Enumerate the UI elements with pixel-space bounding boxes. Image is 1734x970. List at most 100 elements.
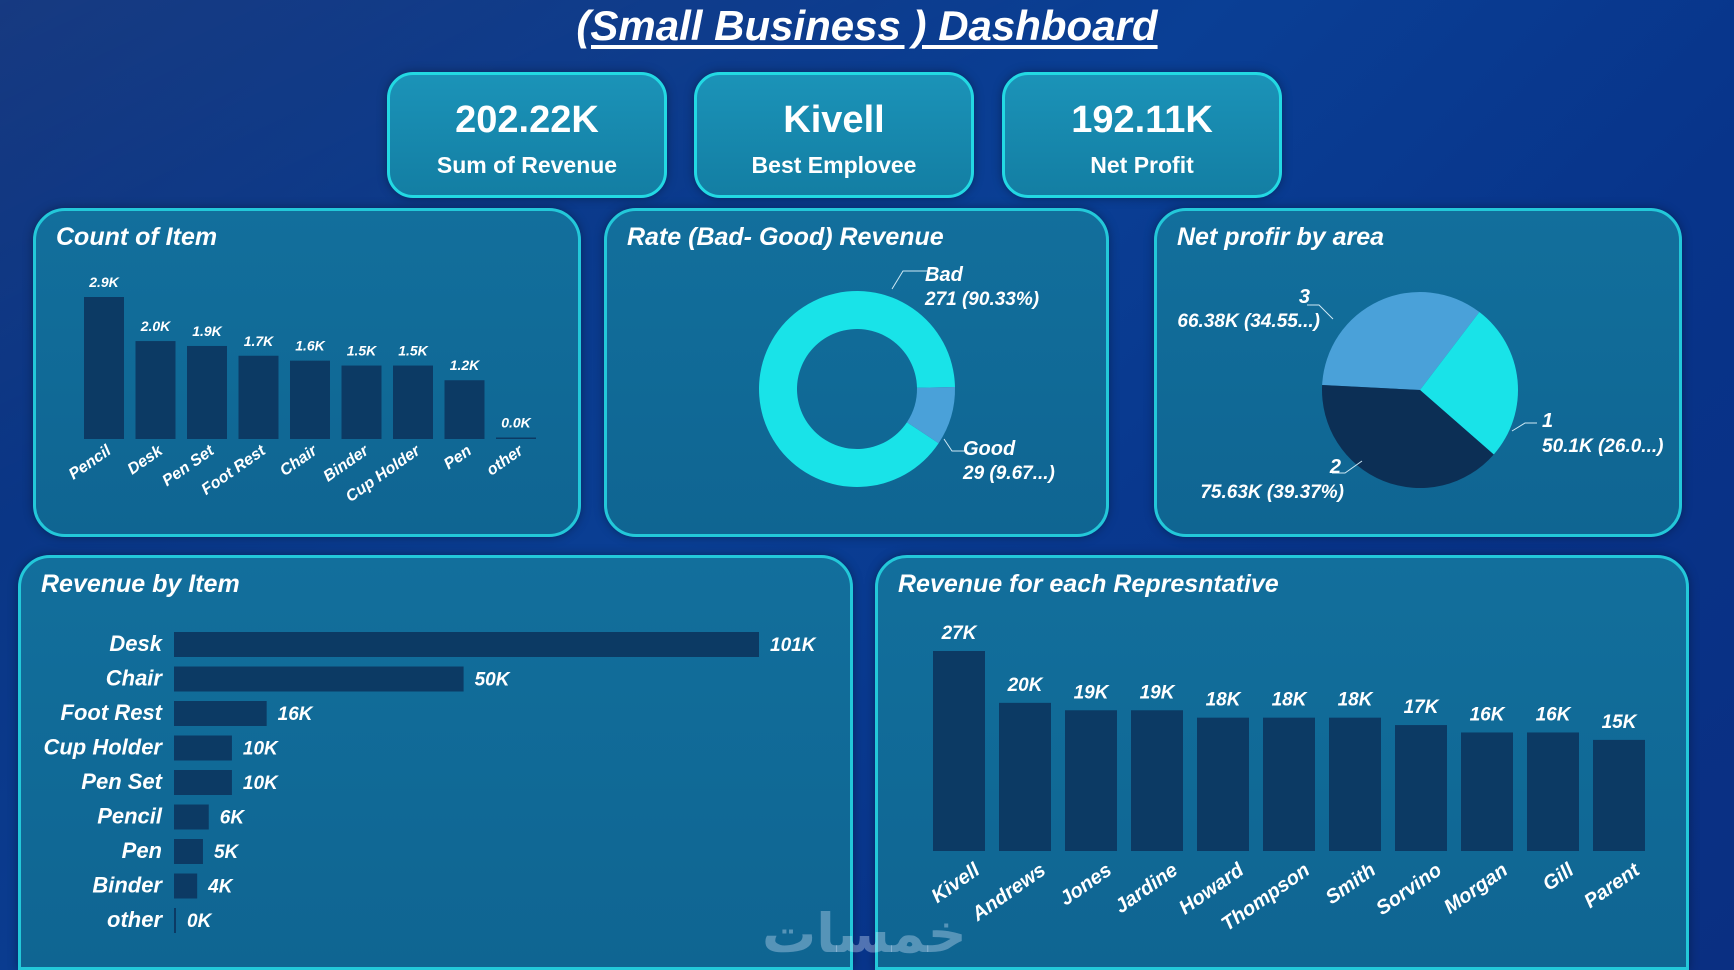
x-tick-label: other xyxy=(484,442,527,479)
slice-name: 3 xyxy=(1299,286,1310,308)
slice-label: 50.1K (26.0...) xyxy=(1542,436,1663,457)
data-label: 0K xyxy=(187,911,213,932)
x-tick-label: Chair xyxy=(277,442,321,480)
count-of-item-panel[interactable]: Count of Item 2.9K Pencil 2.0K Desk 1.9K Pen … xyxy=(33,208,581,537)
leader-line xyxy=(891,270,929,290)
x-tick-label: Jardine xyxy=(1111,859,1182,918)
kpi-card-revenue[interactable]: 202.22K Sum of Revenue xyxy=(387,72,667,198)
kpi-value: 192.11K xyxy=(1071,99,1213,141)
bar xyxy=(174,873,198,899)
rate-revenue-chart: Bad 271 (90.33%) Good 29 (9.67...) xyxy=(759,264,1055,488)
bar xyxy=(174,908,176,933)
data-label: 6K xyxy=(220,808,246,829)
data-label: 16K xyxy=(1536,704,1572,725)
y-tick-label: Pencil xyxy=(97,804,163,829)
x-tick-label: Sorvino xyxy=(1372,859,1446,920)
y-tick-label: Chair xyxy=(106,666,164,691)
leader-line xyxy=(1511,422,1537,432)
data-label: 16K xyxy=(278,704,314,725)
bar xyxy=(444,380,485,439)
revenue-by-item-chart: Desk 101K Chair 50K Foot Rest 16K Cup Holder 10… xyxy=(43,631,817,933)
y-tick-label: Pen Set xyxy=(81,769,163,794)
kpi-label: Net Profit xyxy=(1090,152,1194,178)
data-label: 19K xyxy=(1140,682,1176,703)
x-tick-label: Parent xyxy=(1580,858,1645,912)
bar xyxy=(84,297,124,439)
panel-title: Count of Item xyxy=(56,223,218,251)
slice-label: 75.63K (39.37%) xyxy=(1200,482,1344,503)
x-tick-label: Andrews xyxy=(967,859,1050,926)
bar xyxy=(341,365,382,439)
page-title: (Small Business ) Dashboard xyxy=(576,2,1158,49)
x-tick-label: Jones xyxy=(1056,859,1116,910)
bar xyxy=(187,345,227,439)
panel-title: Rate (Bad- Good) Revenue xyxy=(627,223,944,251)
bar xyxy=(999,702,1051,851)
bar xyxy=(135,341,176,439)
data-label: 1.5K xyxy=(398,343,428,359)
data-label: 18K xyxy=(1272,690,1308,711)
bar xyxy=(933,651,985,851)
bar xyxy=(1527,732,1579,851)
data-label: 17K xyxy=(1404,697,1440,718)
bar xyxy=(1263,717,1315,851)
data-label: 5K xyxy=(214,842,240,863)
kpi-card-best-employee[interactable]: Kivell Best Emplovee xyxy=(694,72,974,198)
revenue-by-item-panel[interactable]: Revenue by Item Desk 101K Chair 50K Foot Res… xyxy=(18,555,853,970)
data-label: 2.0K xyxy=(140,318,171,334)
bar xyxy=(1329,717,1381,851)
bar xyxy=(1395,725,1447,851)
data-label: 101K xyxy=(770,635,817,656)
bar xyxy=(1593,739,1645,851)
kpi-label: Sum of Revenue xyxy=(436,152,618,178)
data-label: 19K xyxy=(1074,682,1110,703)
bar xyxy=(1131,710,1183,851)
leader-line xyxy=(1332,460,1363,474)
data-label: 0.0K xyxy=(501,415,531,431)
kpi-card-net-profit[interactable]: 192.11K Net Profit xyxy=(1002,72,1282,198)
data-label: 1.2K xyxy=(450,357,480,373)
donut-slice-good xyxy=(906,386,955,444)
net-profit-area-panel[interactable]: Net profir by area 3 66.38K (34.55...) 1 50… xyxy=(1154,208,1682,537)
data-label: 16K xyxy=(1470,704,1506,725)
data-label: 1.9K xyxy=(192,323,222,339)
bar xyxy=(1065,710,1117,851)
pie-slice xyxy=(1322,292,1480,390)
bar xyxy=(174,632,759,657)
revenue-rep-panel[interactable]: Revenue for each Represntative 27K Kivell… xyxy=(875,555,1689,970)
donut-slice-bad xyxy=(759,291,955,488)
bar xyxy=(1197,717,1249,851)
y-tick-label: Foot Rest xyxy=(61,700,164,725)
data-label: 27K xyxy=(941,623,978,644)
bar xyxy=(174,735,232,761)
x-tick-label: Pen xyxy=(441,442,475,473)
data-label: 1.7K xyxy=(244,333,274,349)
y-tick-label: Binder xyxy=(92,873,163,898)
kpi-label: Best Emplovee xyxy=(751,152,917,178)
bar xyxy=(1461,732,1513,851)
bar xyxy=(174,701,267,726)
data-label: 50K xyxy=(475,670,511,691)
data-label: 18K xyxy=(1206,690,1242,711)
rate-revenue-panel[interactable]: Rate (Bad- Good) Revenue Bad 271 (90.33%)… xyxy=(604,208,1109,537)
kpi-value: 202.22K xyxy=(455,99,599,141)
bar xyxy=(174,804,209,830)
bar xyxy=(238,355,279,439)
x-tick-label: Desk xyxy=(125,442,167,478)
bar xyxy=(174,666,464,692)
y-tick-label: Pen xyxy=(122,838,162,863)
y-tick-label: Desk xyxy=(109,631,163,656)
slice-name-bad: Bad xyxy=(925,264,964,286)
x-tick-label: Morgan xyxy=(1440,859,1512,918)
panel-title: Net profir by area xyxy=(1177,223,1385,251)
slice-label-bad: 271 (90.33%) xyxy=(924,289,1039,310)
data-label: 1.6K xyxy=(295,338,325,354)
slice-name: 2 xyxy=(1329,456,1341,478)
watermark-logo: خمسات xyxy=(762,902,967,965)
bar xyxy=(174,839,203,864)
data-label: 20K xyxy=(1007,675,1044,696)
kpi-value: Kivell xyxy=(783,99,885,141)
data-label: 15K xyxy=(1602,712,1638,733)
bar xyxy=(174,770,232,795)
